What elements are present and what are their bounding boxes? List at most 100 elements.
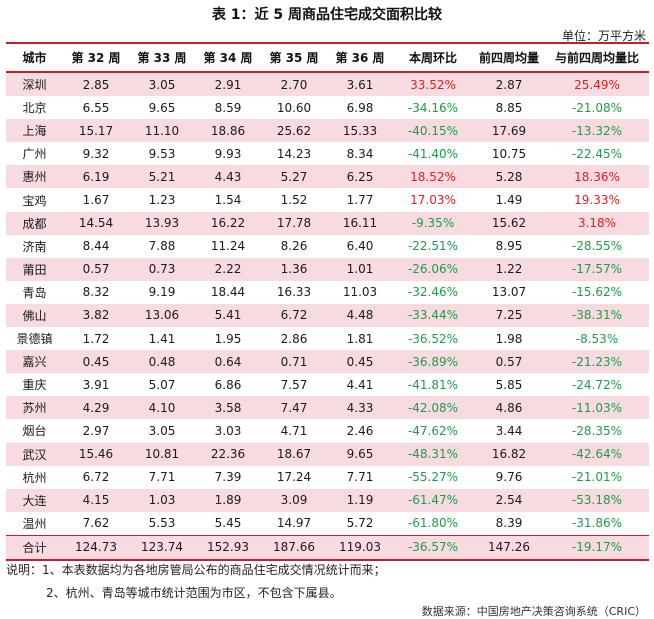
value-cell: 6.86 (195, 373, 261, 397)
table-row: 杭州 6.72 7.71 7.39 17.24 7.71 -55.27% 9.76 -21.01… (6, 465, 649, 489)
value-cell: 1.67 (63, 188, 129, 212)
value-cell: -28.35% (545, 419, 649, 443)
table-row: 大连 4.15 1.03 1.89 3.09 1.19 -61.47% 2.54 -53.18% (6, 488, 649, 512)
value-cell: 5.27 (261, 165, 327, 189)
value-cell: 0.48 (129, 350, 195, 374)
value-cell: -21.08% (545, 96, 649, 120)
value-cell: -11.03% (545, 396, 649, 420)
value-cell: 2.22 (195, 257, 261, 281)
value-cell: 2.46 (327, 419, 393, 443)
value-cell: 2.86 (261, 327, 327, 351)
header-week-32: 第 32 周 (63, 42, 129, 73)
value-cell: 6.19 (63, 165, 129, 189)
data-table: 城市 第 32 周 第 33 周 第 34 周 第 35 周 第 36 周 本周… (6, 42, 649, 561)
value-cell: 2.87 (473, 72, 545, 97)
value-cell: 5.07 (129, 373, 195, 397)
value-cell: -36.57% (393, 534, 473, 561)
value-cell: 2.97 (63, 419, 129, 443)
value-cell: 14.97 (261, 511, 327, 536)
data-source: 数据来源：中国房地产决策咨询系统（CRIC） (421, 605, 646, 618)
value-cell: 1.95 (195, 327, 261, 351)
value-cell: 18.86 (195, 119, 261, 143)
value-cell: -22.51% (393, 234, 473, 258)
value-cell: 5.41 (195, 303, 261, 328)
value-cell: 1.98 (473, 327, 545, 351)
value-cell: 17.03% (393, 188, 473, 212)
value-cell: -47.62% (393, 419, 473, 443)
city-cell: 烟台 (6, 419, 63, 443)
value-cell: -22.45% (545, 142, 649, 166)
city-cell: 深圳 (6, 72, 63, 97)
value-cell: 3.82 (63, 303, 129, 328)
value-cell: -61.47% (393, 488, 473, 512)
value-cell: -21.01% (545, 465, 649, 489)
value-cell: 7.71 (129, 465, 195, 489)
value-cell: 7.47 (261, 396, 327, 420)
value-cell: 3.91 (63, 373, 129, 397)
value-cell: 15.33 (327, 119, 393, 143)
value-cell: -9.35% (393, 211, 473, 235)
table-row: 苏州 4.29 4.10 3.58 7.47 4.33 -42.08% 4.86 -11.03% (6, 396, 649, 420)
value-cell: -36.89% (393, 350, 473, 374)
value-cell: 1.01 (327, 257, 393, 281)
value-cell: 1.03 (129, 488, 195, 512)
city-cell: 济南 (6, 234, 63, 258)
value-cell: 6.55 (63, 96, 129, 120)
value-cell: 3.58 (195, 396, 261, 420)
table-row: 重庆 3.91 5.07 6.86 7.57 4.41 -41.81% 5.85 -24.72% (6, 373, 649, 397)
city-cell: 成都 (6, 211, 63, 235)
value-cell: 4.33 (327, 396, 393, 420)
value-cell: 19.33% (545, 188, 649, 212)
value-cell: 4.48 (327, 303, 393, 328)
value-cell: 8.26 (261, 234, 327, 258)
value-cell: 9.32 (63, 142, 129, 166)
table-row: 深圳 2.85 3.05 2.91 2.70 3.61 33.52% 2.87 25.49% (6, 72, 649, 97)
value-cell: -41.81% (393, 373, 473, 397)
value-cell: 6.72 (63, 465, 129, 489)
value-cell: 5.72 (327, 511, 393, 536)
value-cell: 5.53 (129, 511, 195, 536)
value-cell: 0.71 (261, 350, 327, 374)
header-week-34: 第 34 周 (195, 42, 261, 73)
value-cell: -53.18% (545, 488, 649, 512)
value-cell: 6.25 (327, 165, 393, 189)
value-cell: 9.76 (473, 465, 545, 489)
note-1: 说明：1、本表数据均为各地房管局公布的商品住宅成交情况统计而来； (6, 563, 386, 577)
value-cell: 119.03 (327, 534, 393, 561)
value-cell: 11.24 (195, 234, 261, 258)
value-cell: 2.70 (261, 72, 327, 97)
table-row: 成都 14.54 13.93 16.22 17.78 16.11 -9.35% 15.62 3.… (6, 211, 649, 235)
value-cell: 15.46 (63, 442, 129, 466)
header-week-33: 第 33 周 (129, 42, 195, 73)
value-cell: 10.60 (261, 96, 327, 120)
value-cell: 15.62 (473, 211, 545, 235)
value-cell: 7.88 (129, 234, 195, 258)
value-cell: -61.80% (393, 511, 473, 536)
value-cell: 9.65 (327, 442, 393, 466)
value-cell: 9.53 (129, 142, 195, 166)
value-cell: -13.32% (545, 119, 649, 143)
value-cell: 5.85 (473, 373, 545, 397)
value-cell: 3.61 (327, 72, 393, 97)
value-cell: -40.15% (393, 119, 473, 143)
city-cell: 重庆 (6, 373, 63, 397)
value-cell: 124.73 (63, 534, 129, 561)
value-cell: 4.29 (63, 396, 129, 420)
value-cell: 18.67 (261, 442, 327, 466)
value-cell: 25.62 (261, 119, 327, 143)
value-cell: 16.33 (261, 280, 327, 304)
value-cell: -55.27% (393, 465, 473, 489)
value-cell: 17.24 (261, 465, 327, 489)
value-cell: -26.06% (393, 257, 473, 281)
value-cell: 4.43 (195, 165, 261, 189)
value-cell: 8.34 (327, 142, 393, 166)
value-cell: 17.69 (473, 119, 545, 143)
value-cell: 11.03 (327, 280, 393, 304)
value-cell: 9.65 (129, 96, 195, 120)
value-cell: 5.21 (129, 165, 195, 189)
value-cell: 8.85 (473, 96, 545, 120)
value-cell: 7.71 (327, 465, 393, 489)
value-cell: 1.72 (63, 327, 129, 351)
city-cell: 广州 (6, 142, 63, 166)
value-cell: -33.44% (393, 303, 473, 328)
